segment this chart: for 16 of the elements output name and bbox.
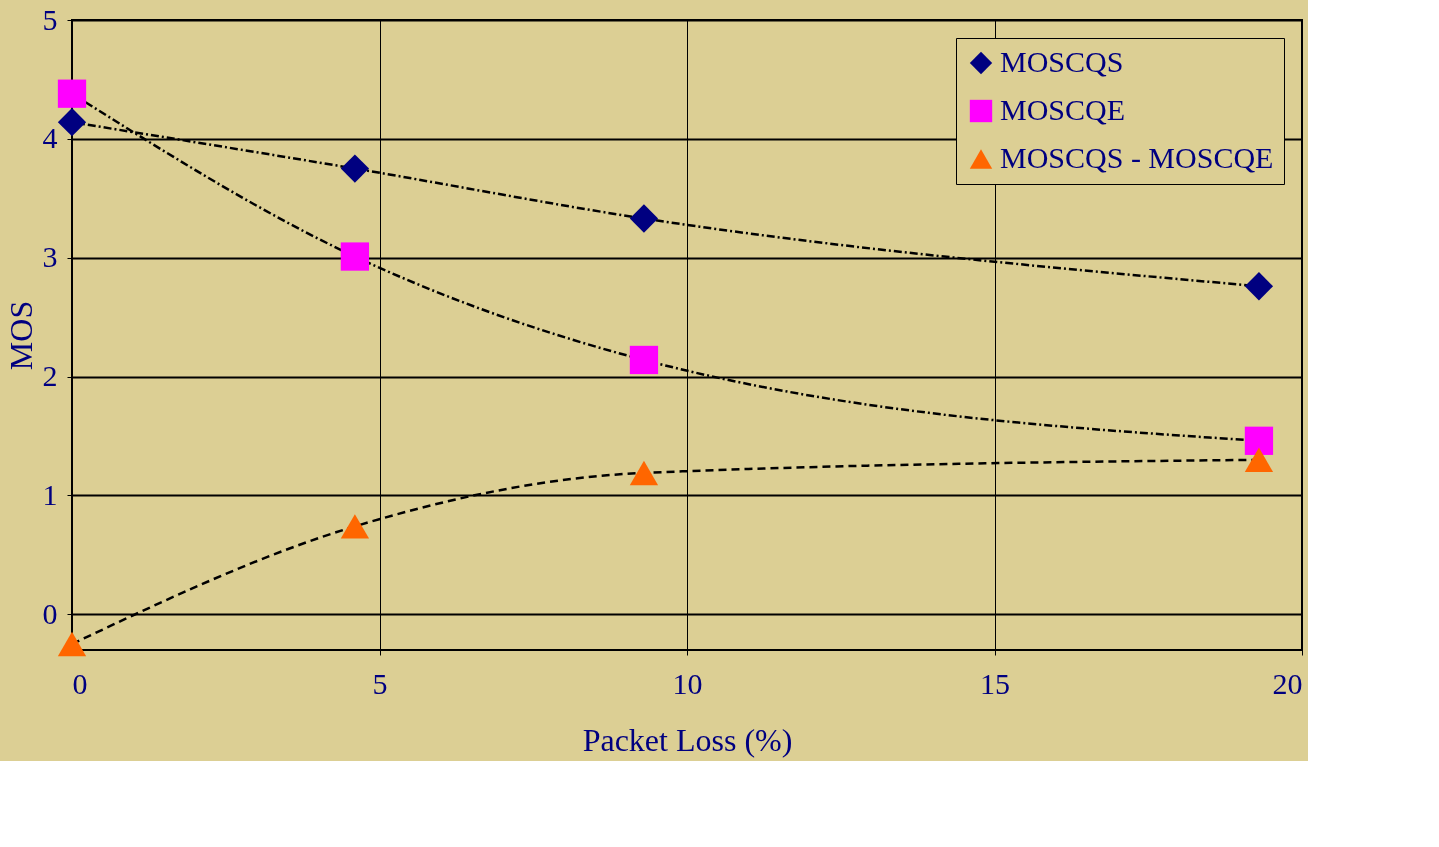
x-axis-title: Packet Loss (%) (582, 721, 793, 758)
y-tick-label: 2 (42, 359, 58, 393)
x-tick-label: 15 (980, 666, 1010, 700)
y-tick-label: 5 (42, 2, 58, 36)
x-tick-label: 10 (672, 666, 703, 700)
x-tick-label: 0 (72, 666, 88, 700)
y-tick-label: 0 (42, 596, 58, 630)
legend-label: MOSCQS - MOSCQE (1000, 141, 1274, 174)
legend-label: MOSCQS (1000, 45, 1124, 78)
x-tick-label: 5 (372, 666, 388, 700)
y-tick-label: 4 (42, 121, 58, 155)
x-tick-label: 20 (1272, 666, 1303, 700)
y-tick-label: 1 (42, 477, 58, 511)
y-tick-label: 3 (42, 240, 58, 274)
y-axis-title: MOS (2, 300, 39, 371)
legend-label: MOSCQE (1000, 93, 1126, 126)
